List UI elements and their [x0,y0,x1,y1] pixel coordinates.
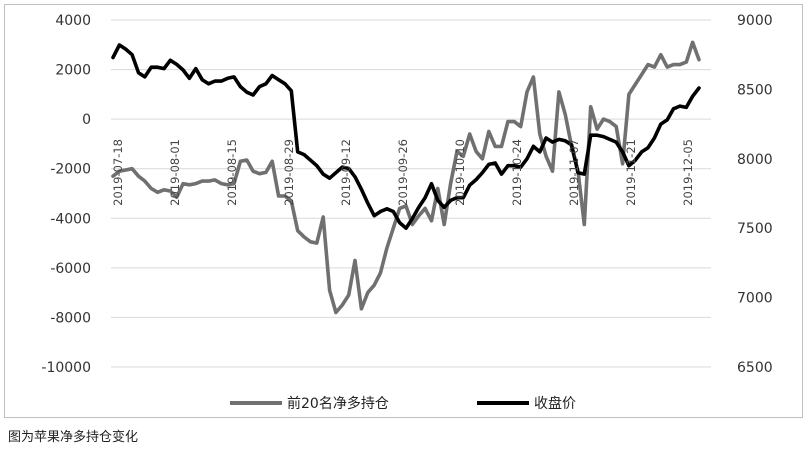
grid-lines [111,19,711,368]
x-tick-label: 2019-11-21 [624,139,638,206]
right-tick-label: 8500 [737,82,773,98]
x-tick-label: 2019-12-05 [681,139,695,206]
chart-frame: 4000 2000 0 -2000 -4000 -6000 -8000 -10000 9000… [4,4,803,418]
legend-label-net-long: 前20名净多持仓 [287,395,389,412]
x-tick-label: 2019-09-26 [396,139,410,206]
x-tick-label: 2019-11-07 [567,139,581,206]
x-tick-label: 2019-07-18 [111,139,125,206]
x-tick-label: 2019-08-29 [282,139,296,206]
x-tick-label: 2019-08-15 [225,139,239,206]
x-tick-label: 2019-10-10 [453,139,467,206]
left-axis-ticks: 4000 2000 0 -2000 -4000 -6000 -8000 -10000 [41,13,91,376]
right-tick-label: 7500 [737,221,773,237]
right-tick-label: 8000 [737,152,773,168]
series-layer [111,40,701,315]
left-tick-label: -10000 [41,360,91,376]
x-tick-label: 2019-10-24 [510,139,524,206]
series-line-close-price [111,43,701,230]
right-tick-label: 9000 [737,13,773,29]
left-tick-label: 2000 [55,63,91,79]
x-tick-label: 2019-08-01 [168,139,182,206]
series-line-net-long [111,40,701,315]
legend: 前20名净多持仓 收盘价 [230,395,576,412]
left-tick-label: -2000 [50,162,91,178]
left-tick-label: -6000 [50,261,91,277]
left-tick-label: -8000 [50,310,91,326]
left-tick-label: 4000 [55,13,91,29]
x-tick-label: 2019-09-12 [339,139,353,206]
legend-label-close-price: 收盘价 [534,395,576,412]
left-tick-label: -4000 [50,211,91,227]
line-chart: 4000 2000 0 -2000 -4000 -6000 -8000 -10000 9000… [41,13,773,412]
figure-caption: 图为苹果净多持仓变化 [8,430,139,445]
x-axis-ticks: 2019-07-18 2019-08-01 2019-08-15 2019-08-29… [111,139,695,206]
left-tick-label: 0 [82,112,91,128]
right-tick-label: 7000 [737,291,773,307]
right-axis-ticks: 9000 8500 8000 7500 7000 6500 [737,13,773,376]
right-tick-label: 6500 [737,360,773,376]
